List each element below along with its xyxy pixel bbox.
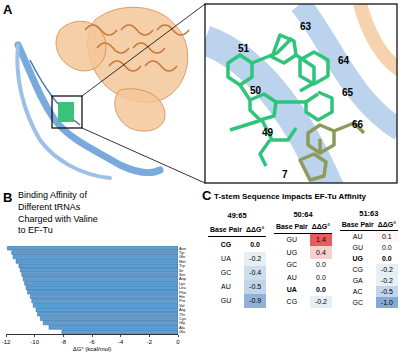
svg-text:Leu: Leu [179, 285, 186, 290]
html-text:ΔΔG°: ΔΔG° [245, 225, 265, 233]
svg-text:Met: Met [179, 259, 187, 264]
svg-text:-10: -10 [30, 339, 39, 345]
html-text:Base Pair: Base Pair [210, 225, 242, 233]
html-text:ΔΔG°: ΔΔG° [377, 221, 396, 228]
html-text:CG: CG [286, 298, 298, 306]
svg-text:64: 64 [338, 55, 350, 66]
svg-text:-2: -2 [147, 339, 153, 345]
html-text:Base Pair: Base Pair [275, 223, 308, 231]
svg-text:Asp: Asp [179, 276, 187, 281]
svg-text:0: 0 [176, 339, 180, 345]
html-text:CG: CG [220, 240, 232, 248]
svg-text:-4: -4 [118, 339, 124, 345]
html-text:GA: GA [352, 277, 363, 284]
svg-text:66: 66 [352, 119, 364, 130]
svg-text:65: 65 [342, 87, 354, 98]
html-text:CG: CG [352, 266, 363, 273]
html-text:0.0: 0.0 [316, 285, 326, 293]
svg-text:ΔG° (kcal/mol): ΔG° (kcal/mol) [73, 346, 112, 352]
svg-text:-12: -12 [2, 339, 11, 345]
svg-text:Cys: Cys [179, 316, 186, 321]
svg-text:50: 50 [250, 85, 262, 96]
html-text:T-stem Sequence Impacts EF-Tu: T-stem Sequence Impacts EF-Tu Affinity [214, 192, 366, 201]
html-text:UG: UG [286, 248, 298, 256]
html-text:UA: UA [286, 285, 297, 293]
html-text:0.1: 0.1 [382, 233, 392, 240]
svg-text:Ala: Ala [179, 325, 186, 330]
html-text:-0.4: -0.4 [249, 269, 262, 277]
html-text:-0.2: -0.2 [380, 277, 393, 284]
html-text:AU: AU [352, 233, 363, 240]
svg-text:49: 49 [262, 127, 274, 138]
html-text:0.4: 0.4 [316, 248, 326, 256]
html-text:AC: AC [352, 288, 363, 295]
html-text:B: B [3, 190, 13, 205]
html-text:GU: GU [286, 236, 298, 244]
svg-text:7: 7 [282, 169, 288, 180]
html-text:GU: GU [352, 244, 363, 251]
svg-text:-6: -6 [89, 339, 95, 345]
svg-text:Ile: Ile [179, 268, 184, 273]
html-text:UA: UA [221, 255, 231, 263]
svg-text:Asn: Asn [179, 246, 186, 251]
html-text:0.0: 0.0 [382, 255, 392, 262]
svg-text:His: His [179, 294, 185, 299]
html-text:50:64: 50:64 [293, 209, 313, 219]
svg-text:Binding Affinity ofDifferent t: Binding Affinity ofDifferent tRNAsCharge… [18, 190, 98, 235]
html-text:UG: UG [352, 255, 363, 262]
html-text:51:63: 51:63 [359, 209, 379, 218]
html-text:Base Pair: Base Pair [341, 221, 374, 228]
svg-text:Glu: Glu [179, 329, 185, 334]
svg-text:Phe: Phe [179, 290, 187, 295]
svg-text:Gln: Gln [179, 254, 185, 259]
html-text:0.0: 0.0 [250, 240, 260, 248]
svg-text:Tyr: Tyr [179, 250, 185, 255]
svg-text:Val: Val [179, 303, 185, 308]
html-text:-0.9: -0.9 [249, 297, 262, 305]
svg-text:63: 63 [300, 21, 312, 32]
html-text:-0.2: -0.2 [249, 255, 262, 263]
html-text:-0.2: -0.2 [314, 298, 327, 306]
html-text:AU: AU [287, 273, 297, 281]
svg-text:Gly: Gly [179, 320, 185, 325]
html-text:0.0: 0.0 [316, 273, 326, 281]
html-text:A: A [3, 2, 13, 17]
html-text:0.0: 0.0 [316, 261, 326, 269]
html-text:1.4: 1.4 [316, 236, 326, 244]
svg-text:Ser: Ser [179, 272, 186, 277]
html-text:AU: AU [221, 283, 231, 291]
svg-text:Trp: Trp [179, 263, 186, 268]
html-text:C: C [202, 188, 212, 203]
svg-text:51: 51 [238, 43, 250, 54]
svg-text:-8: -8 [61, 339, 67, 345]
svg-text:Lys: Lys [179, 281, 185, 286]
html-text:GC: GC [352, 299, 363, 306]
svg-text:Arg: Arg [179, 307, 185, 312]
html-text:-0.5: -0.5 [249, 283, 262, 291]
html-text:GC: GC [286, 261, 298, 269]
html-text:-0.2: -0.2 [380, 266, 393, 273]
html-text:-0.5: -0.5 [380, 288, 393, 295]
svg-text:Thr: Thr [179, 312, 186, 317]
html-text:GC: GC [220, 269, 232, 277]
html-text:GU: GU [220, 297, 232, 305]
html-text:0.0: 0.0 [382, 244, 392, 251]
html-text:ΔΔG°: ΔΔG° [311, 223, 331, 231]
svg-text:Pro: Pro [179, 298, 186, 303]
html-text:49:65: 49:65 [227, 210, 247, 220]
html-text:-1.0: -1.0 [380, 299, 393, 306]
